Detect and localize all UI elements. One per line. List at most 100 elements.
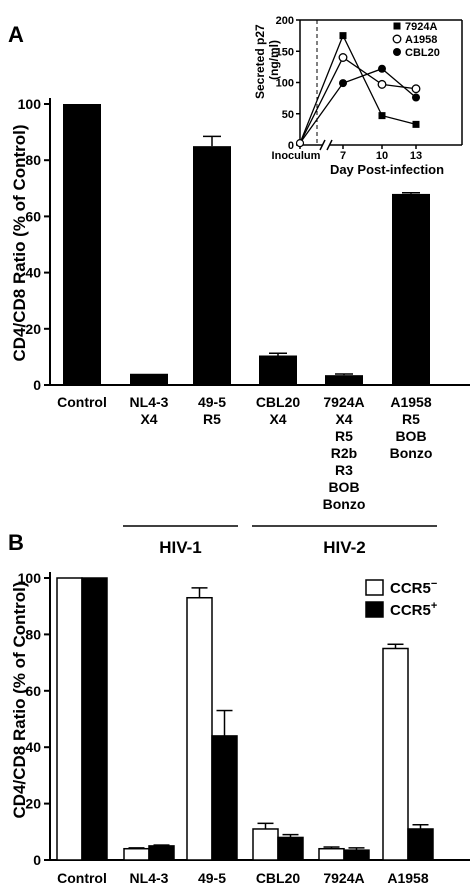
inset-background (248, 12, 464, 138)
panel-a-receptor-label: R5 (203, 411, 221, 427)
panel-b-category-label: A1958 (387, 870, 428, 886)
inset-x-tick-label: Inoculum (272, 150, 321, 162)
panel-a-receptor-label: X4 (140, 411, 157, 427)
panel-b-y-tick-label: 0 (33, 852, 41, 868)
group-label: HIV-1 (159, 538, 202, 557)
inset-line-A1958 (299, 56, 417, 144)
panel-b-category-label: Control (57, 870, 107, 886)
panel-b-bar-CBL20-ccr5-neg (252, 828, 279, 861)
group-label: HIV-2 (323, 538, 366, 557)
panel-a-bar-7924A (325, 375, 363, 385)
inset-axis-break-mark (319, 139, 326, 151)
inset-ylabel: Secreted p27 (ng/ml) (253, 21, 281, 99)
panel-a-bars (63, 104, 430, 385)
panel-b-bar-49-5-ccr5-neg (186, 596, 213, 861)
panel-a-category-label: A1958 (390, 394, 431, 410)
panel-a-receptor-label: X4 (269, 411, 286, 427)
panel-a-receptor-label: Bonzo (390, 445, 433, 461)
panel-b-category-label: CBL20 (256, 870, 301, 886)
panel-a-receptor-label: R5 (402, 411, 420, 427)
panel-b-bars (56, 577, 434, 861)
legend-label-ccr5-neg: CCR5− (390, 578, 437, 597)
inset-line-chart: Secreted p27 (ng/ml) Day Post-infection … (248, 12, 464, 177)
panel-b-bar-A1958-ccr5-pos (407, 828, 434, 861)
panel-a-receptor-label: R3 (335, 462, 353, 478)
virus-group-labels: HIV-1 HIV-2 (123, 525, 437, 557)
panel-a-receptor-label: R5 (335, 428, 353, 444)
panel-b-category-label: NL4-3 (130, 870, 169, 886)
panel-a-y-tick-label: 60 (25, 208, 41, 224)
panel-a-receptor-label: BOB (328, 479, 359, 495)
panel-a-ylabel: CD4/CD8 Ratio (% of Control) (10, 124, 29, 361)
panel-b-label: B (8, 530, 24, 555)
panel-a-label: A (8, 22, 24, 47)
panel-b-y-tick-label: 100 (18, 570, 42, 586)
inset-line-CBL20 (299, 68, 417, 144)
legend-swatch-ccr5-neg (365, 579, 384, 596)
inset-xlabel: Day Post-infection (330, 162, 444, 177)
panel-b-bar-A1958-ccr5-neg (382, 647, 409, 861)
panel-b-category-label: 49-5 (198, 870, 226, 886)
inset-point-A1958 (338, 53, 348, 62)
panel-b-ylabel: CD4/CD8 Ratio (% of Control) (10, 581, 29, 818)
panel-a-category-label: Control (57, 394, 107, 410)
inset-y-tick-label: 100 (276, 78, 294, 90)
panel-b-y-tick-label: 60 (25, 683, 41, 699)
inset-point-A1958 (377, 79, 387, 89)
panel-a-y-tick-label: 80 (25, 152, 41, 168)
panel-b-bar-CBL20-ccr5-pos (277, 836, 304, 861)
inset-y-tick-label: 150 (276, 46, 294, 58)
inset-legend-marker-7924A (393, 22, 401, 30)
inset-x-tick-label: 7 (340, 150, 346, 162)
inset-legend-label: 7924A (405, 21, 437, 33)
inset-legend-marker-CBL20 (393, 48, 401, 56)
panel-a-y-tick-label: 100 (18, 96, 42, 112)
panel-b-bar-49-5-ccr5-pos (211, 735, 238, 861)
panel-b-category-labels: Control NL4-3 49-5 CBL20 7924A A1958 (57, 870, 429, 886)
inset-axis-break-mark (326, 139, 333, 151)
inset-point-CBL20 (412, 93, 420, 102)
panel-b-legend: CCR5− CCR5+ (365, 578, 437, 619)
inset-x-tick-label: 10 (376, 150, 388, 162)
inset-legend-label: CBL20 (405, 47, 440, 59)
panel-a-bar-49-5 (193, 146, 231, 385)
panel-a-receptor-label: R2b (331, 445, 357, 461)
panel-b-y-tick-label: 80 (25, 626, 41, 642)
inset-point-CBL20 (339, 79, 347, 88)
panel-b-bar-Control-ccr5-neg (56, 577, 83, 861)
legend-label-ccr5-pos: CCR5+ (390, 600, 437, 619)
panel-b-bar-7924A-ccr5-pos (343, 849, 370, 861)
panel-a-bar-NL4-3 (130, 373, 168, 385)
panel-a-category-label: NL4-3 (130, 394, 169, 410)
panel-a-receptor-label: BOB (395, 428, 426, 444)
panel-a-receptor-label: Bonzo (323, 496, 366, 512)
panel-b-bar-NL4-3-ccr5-pos (148, 845, 175, 861)
panel-b-bar-NL4-3-ccr5-neg (123, 847, 150, 861)
panel-a-category-label: CBL20 (256, 394, 301, 410)
inset-point-inoculum (295, 139, 305, 148)
inset-point-7924A (339, 32, 347, 40)
panel-b-bar-Control-ccr5-pos (81, 577, 108, 861)
inset-point-7924A (378, 112, 386, 120)
panel-a-bar-Control (63, 104, 101, 385)
panel-a-y-tick-label: 0 (33, 377, 41, 393)
panel-b-bar-7924A-ccr5-neg (318, 847, 345, 861)
inset-legend-marker-A1958 (392, 34, 402, 44)
panel-a-y-tick-label: 40 (25, 265, 41, 281)
inset-axis-break-gap (323, 139, 330, 151)
inset-point-7924A (412, 120, 420, 128)
panel-a-bar-CBL20 (259, 355, 297, 385)
panel-b-y-tick-label: 40 (25, 739, 41, 755)
inset-y-tick-label: 200 (276, 15, 294, 27)
panel-a-category-label: 49-5 (198, 394, 226, 410)
legend-swatch-ccr5-pos (365, 601, 384, 618)
panel-b-y-tick-label: 20 (25, 796, 41, 812)
inset-legend-label: A1958 (405, 34, 437, 46)
panel-a-category-label: 7924A (323, 394, 364, 410)
panel-a-bar-A1958 (392, 193, 430, 385)
inset-y-tick-label: 50 (282, 109, 294, 121)
panel-a-y-tick-label: 20 (25, 321, 41, 337)
inset-y-tick-label: 0 (288, 140, 294, 152)
inset-point-CBL20 (378, 64, 386, 73)
